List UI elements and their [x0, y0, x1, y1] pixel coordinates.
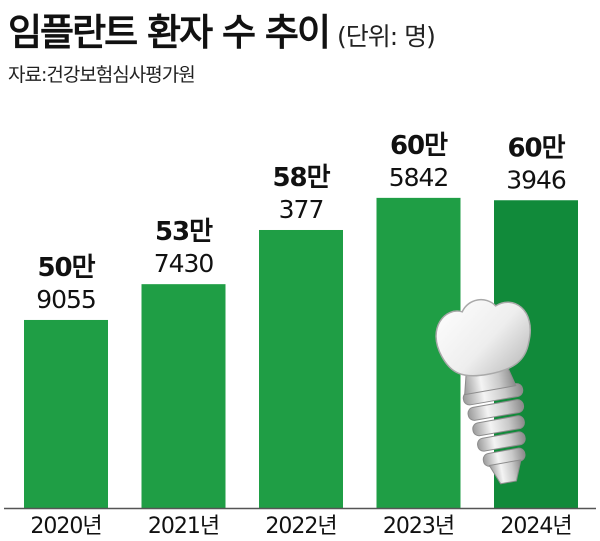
bar-2020년 — [24, 319, 108, 508]
chart-title: 임플란트 환자 수 추이 — [8, 11, 331, 54]
x-tick-label: 2020년 — [30, 514, 101, 539]
x-tick-label: 2023년 — [383, 514, 454, 539]
x-tick-label: 2022년 — [265, 514, 336, 539]
data-label-secondary: 3946 — [506, 165, 566, 194]
data-label-primary: 60만 — [390, 131, 448, 161]
x-tick-label: 2021년 — [148, 514, 219, 539]
dental-implant-icon — [435, 298, 531, 485]
unit-label: (단위: 명) — [337, 22, 436, 51]
data-label-primary: 53만 — [155, 217, 213, 247]
data-label-secondary: 7430 — [154, 249, 214, 278]
data-label-primary: 58만 — [272, 163, 330, 193]
data-label-secondary: 9055 — [36, 285, 96, 314]
data-label-primary: 60만 — [507, 133, 565, 163]
data-label-primary: 50만 — [37, 253, 95, 283]
data-label-secondary: 377 — [279, 195, 324, 224]
x-tick-label: 2024년 — [500, 514, 571, 539]
chart-header: 임플란트 환자 수 추이 (단위: 명) — [8, 2, 436, 56]
source-label: 자료:건강보험심사평가원 — [8, 64, 196, 86]
bar-2021년 — [141, 284, 226, 508]
bar-2022년 — [259, 229, 343, 508]
data-label-secondary: 5842 — [389, 163, 449, 192]
